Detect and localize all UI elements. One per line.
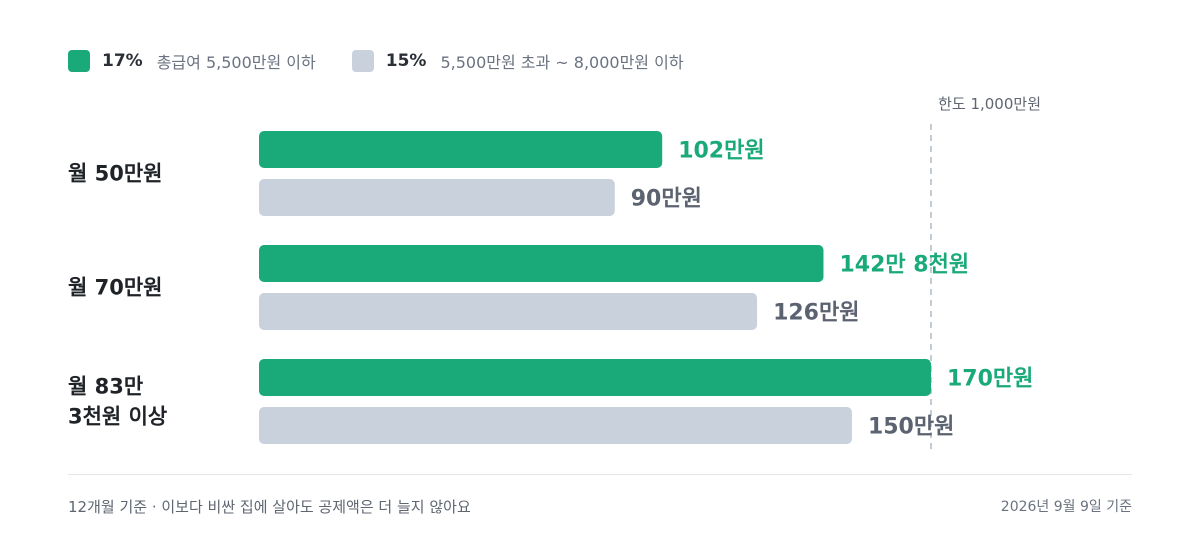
footer-divider: [68, 474, 1132, 475]
footer-note: 12개월 기준 · 이보다 비싼 집에 살아도 공제액은 더 늘지 않아요: [68, 498, 471, 516]
bar-value-label: 170만원: [947, 367, 1033, 392]
bar-value-label: 142만 8천원: [839, 253, 969, 278]
legend-pct: 17%: [102, 51, 143, 71]
bar-17pct: [259, 245, 824, 282]
legend-swatch-green: [68, 50, 90, 72]
category-label: 3천원 이상: [68, 405, 167, 429]
bar-value-label: 150만원: [868, 415, 954, 440]
bar-value-label: 102만원: [678, 139, 764, 164]
legend: 17% 총급여 5,500만원 이하 15% 5,500만원 초과 ~ 8,00…: [68, 47, 720, 75]
bar-15pct: [259, 407, 852, 444]
category-label: 월 83만: [68, 375, 143, 399]
legend-text: 총급여 5,500만원 이하: [156, 53, 316, 72]
legend-item-17pct: 17% 총급여 5,500만원 이하: [68, 49, 316, 73]
bar-15pct: [259, 293, 758, 330]
legend-text: 5,500만원 초과 ~ 8,000만원 이하: [440, 53, 684, 72]
category-label: 월 70만원: [68, 276, 163, 300]
bar-value-label: 90만원: [631, 187, 702, 212]
reference-line-label: 한도 1,000만원: [938, 95, 1041, 113]
bar-17pct: [259, 131, 663, 168]
bar-value-label: 126만원: [773, 301, 859, 326]
footer-date: 2026년 9월 9일 기준: [1000, 499, 1132, 515]
legend-swatch-gray: [351, 50, 374, 72]
legend-pct: 15%: [385, 51, 427, 71]
bar-15pct: [259, 179, 615, 216]
category-label: 월 50만원: [68, 162, 163, 186]
bar-17pct: [259, 359, 931, 396]
legend-item-15pct: 15% 5,500만원 초과 ~ 8,000만원 이하: [351, 49, 684, 73]
